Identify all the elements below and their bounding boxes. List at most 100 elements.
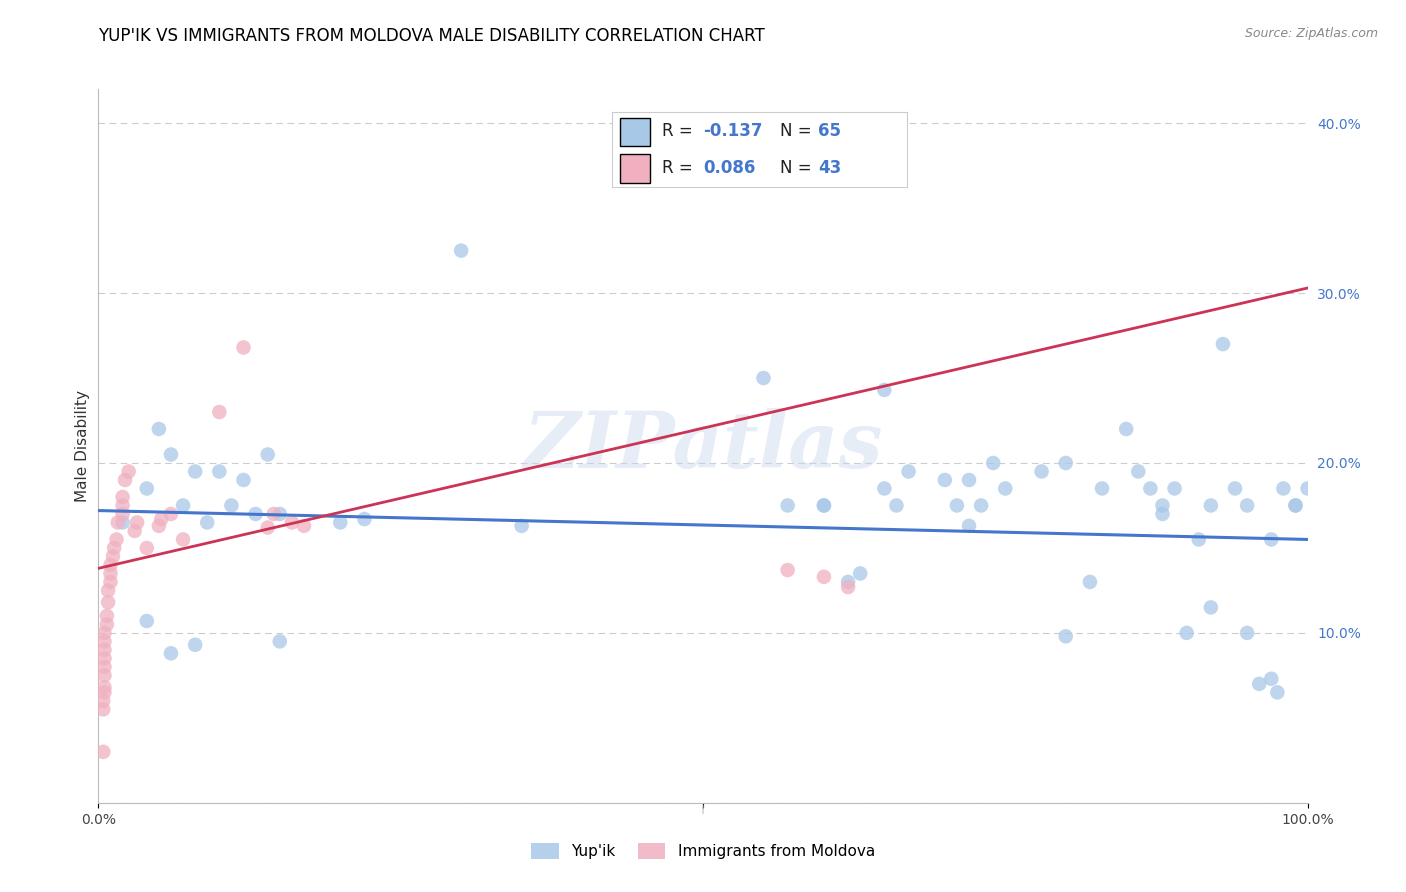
Point — [1199, 499, 1222, 513]
Point — [256, 448, 278, 462]
Point — [232, 473, 254, 487]
Point — [1054, 629, 1077, 643]
Point — [124, 524, 146, 538]
Point — [103, 541, 125, 555]
Point — [96, 608, 118, 623]
Point — [1236, 626, 1258, 640]
Point — [292, 519, 315, 533]
Point — [329, 516, 352, 530]
Point — [1199, 600, 1222, 615]
Point — [107, 516, 129, 530]
Text: 43: 43 — [818, 159, 842, 177]
Point — [1223, 482, 1246, 496]
FancyBboxPatch shape — [620, 154, 650, 183]
Point — [1054, 456, 1077, 470]
Point — [1188, 533, 1211, 547]
Point — [172, 499, 194, 513]
Point — [101, 549, 124, 564]
Point — [1260, 672, 1282, 686]
Point — [93, 651, 115, 665]
Point — [994, 482, 1017, 496]
Point — [127, 516, 149, 530]
Point — [148, 422, 170, 436]
Point — [970, 499, 993, 513]
Point — [776, 499, 799, 513]
Point — [837, 580, 859, 594]
FancyBboxPatch shape — [620, 118, 650, 146]
Point — [1139, 482, 1161, 496]
Point — [1152, 499, 1174, 513]
Point — [93, 685, 115, 699]
Point — [873, 383, 896, 397]
Text: -0.137: -0.137 — [703, 122, 762, 140]
Point — [849, 566, 872, 581]
Point — [184, 465, 207, 479]
Point — [1296, 482, 1319, 496]
Point — [981, 456, 1004, 470]
Point — [353, 512, 375, 526]
Point — [160, 448, 183, 462]
Point — [97, 583, 120, 598]
Text: 0.086: 0.086 — [703, 159, 755, 177]
Point — [1175, 626, 1198, 640]
Point — [1267, 685, 1289, 699]
Point — [269, 507, 291, 521]
Point — [1078, 574, 1101, 589]
Point — [957, 519, 980, 533]
Point — [93, 643, 115, 657]
Point — [510, 519, 533, 533]
Point — [245, 507, 267, 521]
Point — [1163, 482, 1185, 496]
Point — [184, 638, 207, 652]
Point — [946, 499, 969, 513]
Point — [100, 566, 122, 581]
Point — [269, 634, 291, 648]
Point — [1284, 499, 1306, 513]
Point — [93, 660, 115, 674]
Point — [172, 533, 194, 547]
Point — [813, 499, 835, 513]
Point — [111, 490, 134, 504]
Point — [100, 574, 122, 589]
Text: 65: 65 — [818, 122, 841, 140]
Point — [100, 558, 122, 572]
Point — [897, 465, 920, 479]
Point — [93, 680, 115, 694]
Point — [111, 499, 134, 513]
Point — [1236, 499, 1258, 513]
Point — [91, 702, 114, 716]
Point — [886, 499, 908, 513]
Point — [1249, 677, 1271, 691]
Point — [776, 563, 799, 577]
Point — [111, 507, 134, 521]
Text: R =: R = — [662, 122, 697, 140]
Text: Source: ZipAtlas.com: Source: ZipAtlas.com — [1244, 27, 1378, 40]
Point — [208, 405, 231, 419]
Point — [837, 574, 859, 589]
Text: ZIPatlas: ZIPatlas — [523, 408, 883, 484]
Point — [1284, 499, 1306, 513]
Point — [1272, 482, 1295, 496]
Point — [118, 465, 141, 479]
Point — [281, 516, 304, 530]
Point — [93, 626, 115, 640]
Point — [114, 473, 136, 487]
Point — [873, 482, 896, 496]
Point — [813, 499, 835, 513]
Point — [957, 473, 980, 487]
Point — [195, 516, 218, 530]
Point — [148, 519, 170, 533]
Point — [232, 341, 254, 355]
Point — [1260, 533, 1282, 547]
Point — [1128, 465, 1150, 479]
Point — [1031, 465, 1053, 479]
Text: YUP'IK VS IMMIGRANTS FROM MOLDOVA MALE DISABILITY CORRELATION CHART: YUP'IK VS IMMIGRANTS FROM MOLDOVA MALE D… — [98, 27, 765, 45]
Point — [263, 507, 285, 521]
Point — [450, 244, 472, 258]
Point — [160, 507, 183, 521]
Point — [1091, 482, 1114, 496]
Point — [135, 482, 157, 496]
Point — [105, 533, 128, 547]
Point — [135, 614, 157, 628]
Point — [135, 541, 157, 555]
